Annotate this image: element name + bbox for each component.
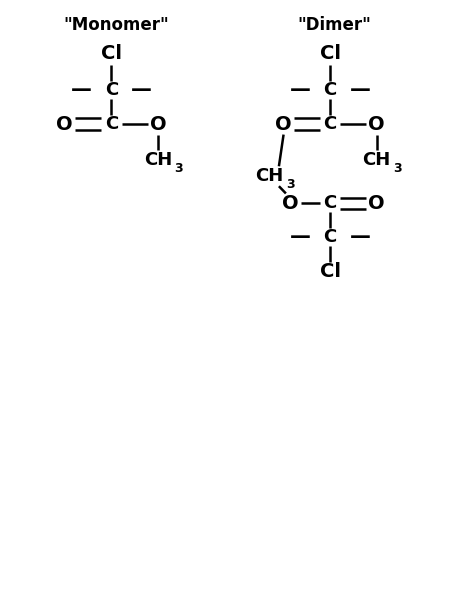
Text: —: — [350, 227, 371, 247]
Text: C: C [105, 115, 118, 133]
Text: O: O [149, 115, 166, 134]
Text: CH: CH [255, 167, 284, 185]
Text: Cl: Cl [319, 262, 341, 281]
Text: CH: CH [144, 152, 172, 170]
Text: Cl: Cl [101, 45, 122, 63]
Text: "Monomer": "Monomer" [63, 16, 169, 33]
Text: —: — [290, 227, 310, 247]
Text: CH: CH [363, 152, 391, 170]
Text: 3: 3 [393, 162, 402, 175]
Text: —: — [350, 80, 371, 100]
Text: O: O [368, 194, 385, 213]
Text: C: C [324, 81, 337, 99]
Text: O: O [282, 194, 299, 213]
Text: 3: 3 [174, 162, 183, 175]
Text: C: C [324, 229, 337, 247]
Text: C: C [324, 195, 337, 213]
Text: —: — [290, 80, 310, 100]
Text: —: — [131, 80, 152, 100]
Text: C: C [105, 81, 118, 99]
Text: —: — [71, 80, 91, 100]
Text: O: O [56, 115, 73, 134]
Text: O: O [275, 115, 292, 134]
Text: 3: 3 [286, 178, 295, 191]
Text: Cl: Cl [319, 45, 341, 63]
Text: O: O [368, 115, 385, 134]
Text: "Dimer": "Dimer" [298, 16, 372, 33]
Text: C: C [324, 115, 337, 133]
